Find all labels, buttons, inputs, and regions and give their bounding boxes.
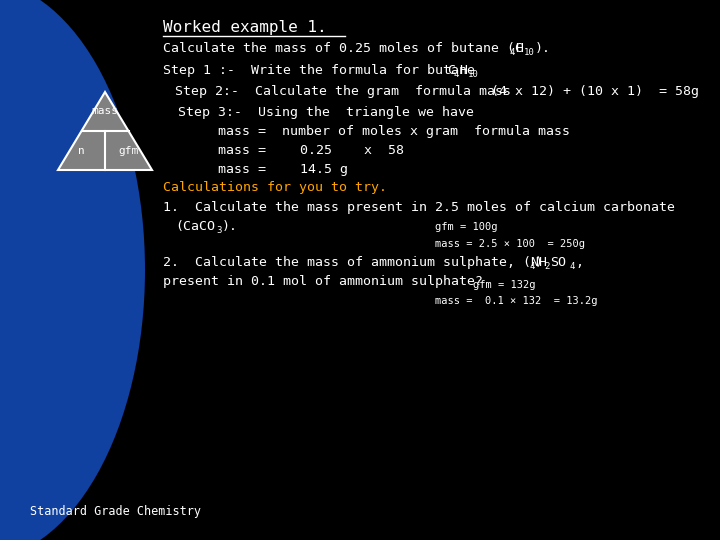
Text: gfm = 100g: gfm = 100g — [435, 222, 498, 232]
Text: 0.25    x  58: 0.25 x 58 — [300, 144, 404, 157]
Text: 2: 2 — [544, 262, 549, 271]
Text: n: n — [78, 145, 85, 156]
Text: 10: 10 — [468, 70, 479, 79]
Text: ).: ). — [535, 42, 551, 55]
Text: C: C — [447, 64, 455, 77]
Text: ).: ). — [222, 220, 238, 233]
Text: Step 1 :-  Write the formula for butane: Step 1 :- Write the formula for butane — [163, 64, 475, 77]
Text: mass =: mass = — [218, 163, 266, 176]
Text: 2.  Calculate the mass of ammonium sulphate, (NH: 2. Calculate the mass of ammonium sulpha… — [163, 256, 547, 269]
Text: 10: 10 — [524, 48, 535, 57]
Polygon shape — [58, 92, 152, 170]
Text: 4: 4 — [454, 70, 459, 79]
Text: (CaCO: (CaCO — [175, 220, 215, 233]
Text: 3: 3 — [216, 226, 221, 235]
Text: present in 0.1 mol of ammonium sulphate?: present in 0.1 mol of ammonium sulphate? — [163, 275, 483, 288]
Text: mass = 2.5 × 100  = 250g: mass = 2.5 × 100 = 250g — [435, 239, 585, 249]
Text: mass =: mass = — [218, 144, 266, 157]
Text: Worked example 1.: Worked example 1. — [163, 20, 327, 35]
Text: 4: 4 — [529, 262, 534, 271]
Text: (4 x 12) + (10 x 1)  = 58g: (4 x 12) + (10 x 1) = 58g — [491, 85, 699, 98]
Text: mass: mass — [91, 106, 119, 117]
Text: Calculate the mass of 0.25 moles of butane (C: Calculate the mass of 0.25 moles of buta… — [163, 42, 523, 55]
Text: SO: SO — [550, 256, 566, 269]
Text: H: H — [459, 64, 467, 77]
Text: 1.  Calculate the mass present in 2.5 moles of calcium carbonate: 1. Calculate the mass present in 2.5 mol… — [163, 201, 675, 214]
Text: ,: , — [575, 256, 583, 269]
Text: Step 3:-  Using the  triangle we have: Step 3:- Using the triangle we have — [178, 106, 474, 119]
Text: Standard Grade Chemistry: Standard Grade Chemistry — [30, 505, 201, 518]
Text: gfm: gfm — [118, 145, 139, 156]
Text: H: H — [515, 42, 523, 55]
Text: Step 2:-  Calculate the gram  formula mass: Step 2:- Calculate the gram formula mass — [175, 85, 511, 98]
Text: mass =  number of moles x gram  formula mass: mass = number of moles x gram formula ma… — [218, 125, 570, 138]
Text: 14.5 g: 14.5 g — [300, 163, 348, 176]
Text: gfm = 132g: gfm = 132g — [473, 280, 536, 290]
Text: ): ) — [535, 256, 551, 269]
Text: 4: 4 — [509, 48, 514, 57]
Text: mass =  0.1 × 132  = 13.2g: mass = 0.1 × 132 = 13.2g — [435, 296, 598, 306]
Ellipse shape — [0, 0, 145, 540]
Text: 4: 4 — [569, 262, 575, 271]
Text: Calculations for you to try.: Calculations for you to try. — [163, 181, 387, 194]
